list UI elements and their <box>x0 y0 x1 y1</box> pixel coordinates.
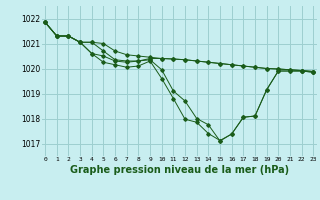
X-axis label: Graphe pression niveau de la mer (hPa): Graphe pression niveau de la mer (hPa) <box>70 165 289 175</box>
